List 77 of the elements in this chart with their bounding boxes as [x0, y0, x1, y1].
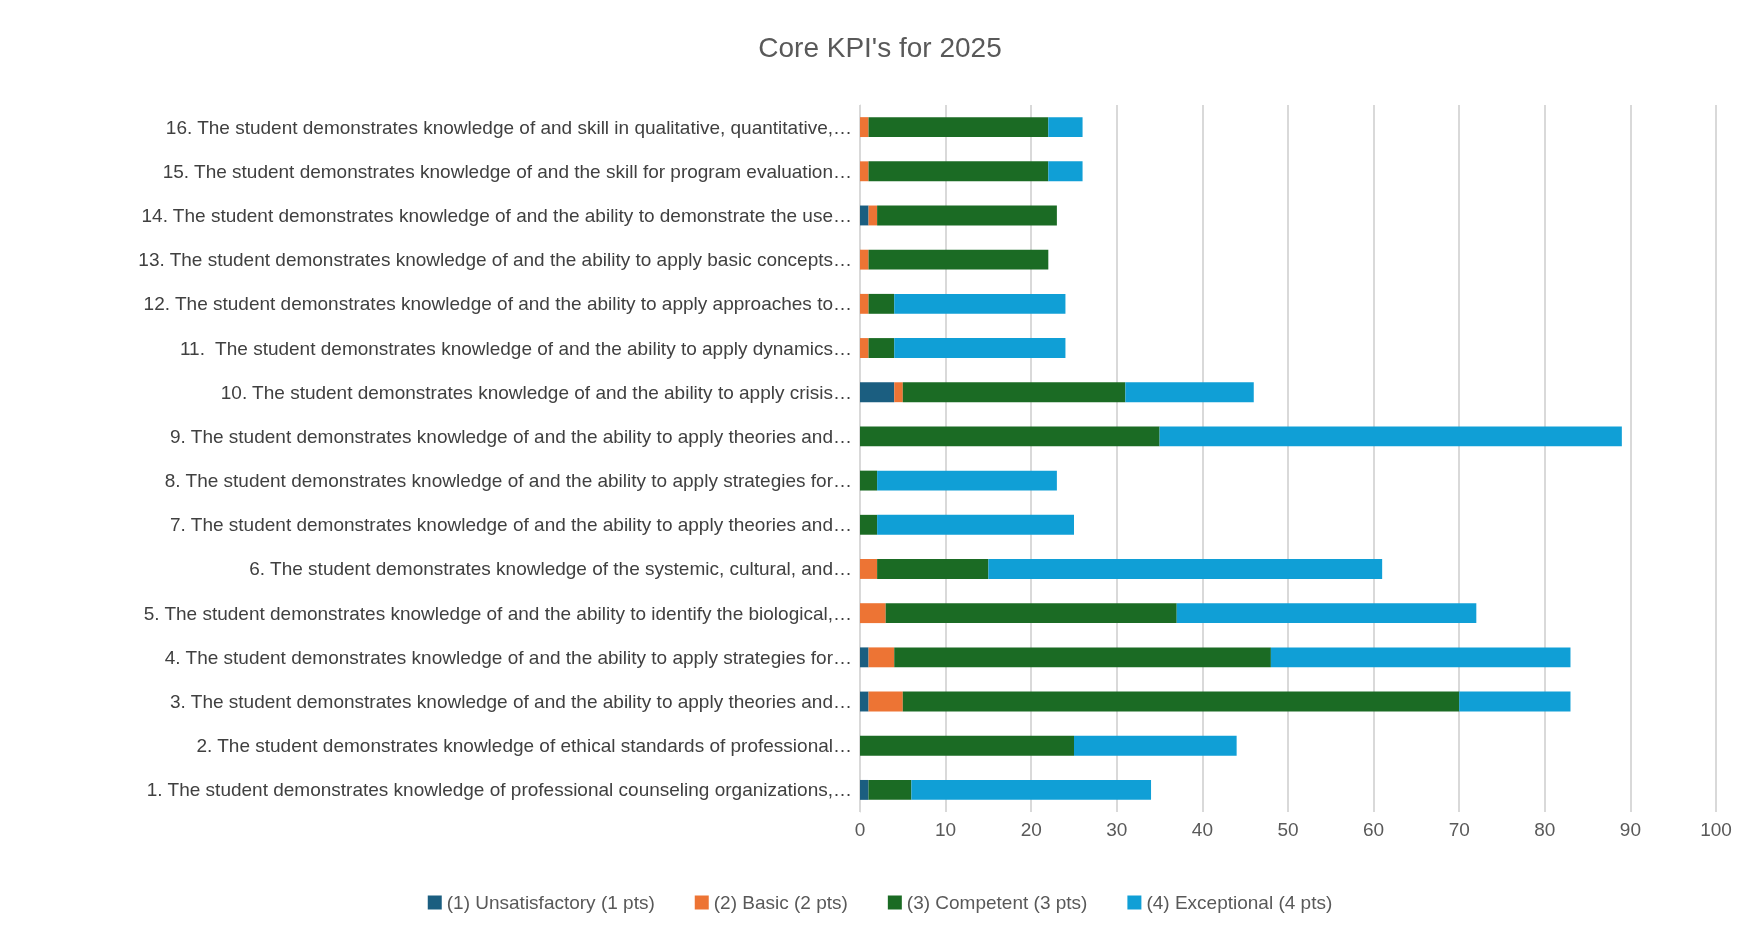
bar	[1159, 426, 1622, 447]
bar	[860, 117, 869, 138]
bar	[860, 470, 878, 491]
x-tick-label: 50	[1277, 819, 1299, 840]
x-tick-label: 60	[1363, 819, 1385, 840]
bar	[894, 647, 1271, 668]
x-tick-label: 80	[1534, 819, 1556, 840]
bar	[860, 382, 895, 403]
y-tick-label: 2. The student demonstrates knowledge of ethical standards of professional…	[196, 735, 852, 757]
bar	[894, 382, 903, 403]
y-tick-label: 8. The student demonstrates knowledge of and the ability to apply strategies for…	[164, 470, 852, 492]
bar	[894, 293, 1066, 314]
bar	[860, 603, 886, 624]
bar	[868, 647, 895, 668]
bar	[902, 691, 1460, 712]
bar	[868, 691, 903, 712]
bar	[1176, 603, 1477, 624]
x-tick-label: 70	[1448, 819, 1470, 840]
bar	[885, 603, 1177, 624]
bar	[860, 426, 1160, 447]
x-tick-label: 30	[1106, 819, 1128, 840]
y-tick-label: 15. The student demonstrates knowledge of and the skill for program evaluation…	[162, 160, 852, 182]
legend-label: (1) Unsatisfactory (1 pts)	[446, 892, 655, 913]
bar	[860, 249, 869, 270]
bar	[860, 338, 869, 358]
bar	[868, 293, 895, 314]
bar	[1459, 691, 1571, 712]
legend-label: (2) Basic (2 pts)	[713, 892, 848, 913]
bar	[860, 205, 869, 226]
bar	[988, 559, 1383, 579]
bar	[1048, 117, 1083, 138]
y-tick-label: 10. The student demonstrates knowledge of and the ability to apply crisis…	[220, 381, 852, 403]
y-tick-label: 3. The student demonstrates knowledge of and the ability to apply theories and…	[170, 691, 852, 713]
y-tick-label: 7. The student demonstrates knowledge of and the ability to apply theories and…	[170, 514, 852, 536]
y-tick-label: 4. The student demonstrates knowledge of and the ability to apply strategies for…	[164, 646, 852, 668]
bar	[1125, 382, 1254, 403]
legend-label: (4) Exceptional (4 pts)	[1146, 892, 1333, 913]
y-tick-label: 5. The student demonstrates knowledge of and the ability to identify the biological,…	[143, 602, 852, 624]
x-tick-label: 10	[935, 819, 957, 840]
bar	[1048, 161, 1083, 182]
legend-label: (3) Competent (3 pts)	[906, 892, 1088, 913]
bar	[911, 779, 1152, 800]
bar	[868, 161, 1049, 182]
y-tick-label: 6. The student demonstrates knowledge of the systemic, cultural, and…	[249, 558, 852, 580]
bar	[877, 205, 1057, 226]
bar	[860, 559, 878, 579]
bar	[860, 779, 869, 800]
x-tick-label: 20	[1020, 819, 1042, 840]
bar	[877, 470, 1057, 491]
bar	[868, 338, 895, 358]
y-tick-label: 11. The student demonstrates knowledge of and the ability to apply dynamics…	[179, 337, 852, 359]
bar	[860, 293, 869, 314]
y-tick-label: 9. The student demonstrates knowledge of and the ability to apply theories and…	[170, 425, 852, 447]
bar	[1270, 647, 1571, 668]
bar	[1074, 735, 1237, 756]
x-tick-label: 90	[1619, 819, 1641, 840]
bar	[860, 691, 869, 712]
bar	[877, 514, 1074, 535]
bar	[860, 647, 869, 668]
chart-title: Core KPI's for 2025	[758, 31, 1002, 63]
y-tick-label: 1. The student demonstrates knowledge of professional counseling organizations,…	[146, 779, 852, 801]
x-tick-label: 100	[1700, 819, 1732, 840]
bar	[868, 117, 1049, 138]
y-tick-label: 13. The student demonstrates knowledge of and the ability to apply basic concepts…	[138, 249, 852, 271]
bar	[860, 161, 869, 182]
y-tick-label: 16. The student demonstrates knowledge of and skill in qualitative, quantitative,…	[165, 116, 852, 138]
bar	[877, 559, 989, 579]
x-tick-label: 0	[854, 819, 866, 840]
bar	[894, 338, 1066, 358]
bar	[868, 779, 912, 800]
y-tick-label: 12. The student demonstrates knowledge of and the ability to apply approaches to…	[143, 293, 852, 315]
x-tick-label: 40	[1191, 819, 1213, 840]
y-tick-label: 14. The student demonstrates knowledge of and the ability to demonstrate the use…	[141, 204, 852, 226]
bar	[902, 382, 1126, 403]
bar	[860, 735, 1074, 756]
bar	[868, 249, 1049, 270]
bar	[860, 514, 878, 535]
